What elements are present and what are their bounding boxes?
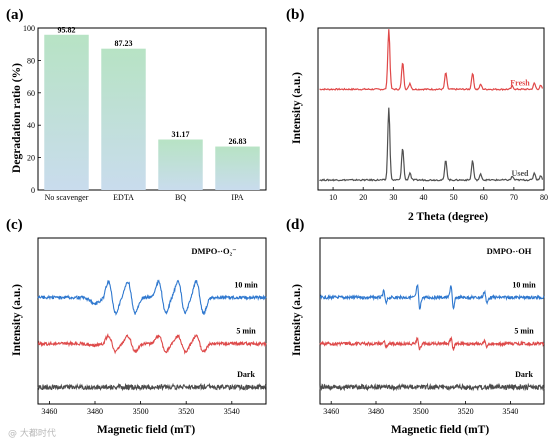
panel-b-xtick-label: 40 [419,193,427,202]
epr-series-10-min [319,283,545,311]
panel-a-category-label: IPA [231,193,243,202]
panel-b-xlabel: 2 Theta (degree) [408,211,488,223]
panel-b-xtick-label: 30 [389,193,397,202]
epr-series-label: 10 min [234,280,258,289]
panel-b-series-label: Used [512,169,529,178]
panel-d-plot-frame [319,237,545,405]
panel-b-xrd-chart: 10 20 30 40 50 60 70 80 Fresh Used [317,27,548,202]
panel-b-xtick-label: 60 [480,193,488,202]
panel-d-epr-chart: 3460 3480 3500 3520 3540 10 min 5 min Dark [319,237,545,416]
panel-a-ytick-label: 60 [27,89,35,98]
panel-d-xlabel: Magnetic field (mT) [391,424,490,436]
panel-b-xtick-label: 80 [540,193,548,202]
panel-b-series-used [319,107,544,182]
panel-b-label: (b) [286,7,304,23]
epr-xtick-label: 3520 [178,407,194,416]
epr-series-dark [319,382,545,392]
epr-series-5-min [319,335,545,351]
epr-xtick-label: 3460 [41,407,57,416]
panel-a-bar [215,146,260,190]
panel-a-ytick-label: 100 [23,24,35,33]
panel-a-ylabel: Degradation ratio (%) [11,63,23,173]
panel-a-bar-value-label: 31.17 [172,130,190,139]
panel-c-label: (c) [6,217,23,233]
panel-d-label: (d) [286,217,304,233]
panel-a-category-label: EDTA [113,193,134,202]
epr-xtick-label: 3500 [133,407,149,416]
epr-xtick-label: 3520 [458,407,474,416]
panel-a-ytick-label: 20 [27,154,35,163]
panel-a-bar-value-label: 95.82 [58,25,76,34]
epr-series-dark [37,382,267,392]
epr-xtick-label: 3500 [413,407,429,416]
panel-b-xtick-label: 70 [510,193,518,202]
panel-a-bar [44,34,89,190]
panel-a-bar [158,139,203,190]
epr-series-label: 5 min [514,327,534,336]
epr-series-10-min [37,279,267,316]
panel-a-ytick-label: 0 [31,186,35,195]
epr-xtick-label: 3540 [502,407,518,416]
panel-a-bar-value-label: 26.83 [229,137,247,146]
panel-b-series-label: Fresh [510,78,530,87]
epr-series-label: Dark [515,370,533,379]
panel-a-category-label: No scavenger [45,193,89,202]
epr-series-label: 10 min [512,280,536,289]
panel-b-series-fresh [319,29,544,91]
panel-b-plot-frame [317,27,545,191]
watermark-text: @ 大都时代 [8,427,56,439]
panel-d-ylabel: Intensity (a.u.) [291,284,303,356]
panel-a-ytick-label: 40 [27,121,35,130]
panel-a-bar-chart: 0 20 40 60 80 100 95.82 No scavenger 87.23 EDTA 31… [23,24,267,202]
panel-c-annotation: DMPO-·O₂⁻ [191,246,236,256]
panel-c-epr-chart: 3460 3480 3500 3520 3540 10 min 5 min Dark [37,237,267,416]
panel-a-bar-value-label: 87.23 [115,39,133,48]
epr-series-5-min [37,333,267,355]
panel-b-ylabel: Intensity (a.u.) [291,72,303,144]
panel-a-label: (a) [6,7,24,23]
epr-xtick-label: 3480 [368,407,384,416]
panel-d-annotation: DMPO-·OH [487,246,532,256]
panel-c-xlabel: Magnetic field (mT) [97,424,196,436]
panel-a-category-label: BQ [175,193,186,202]
epr-xtick-label: 3460 [323,407,339,416]
epr-xtick-label: 3540 [224,407,240,416]
epr-series-label: Dark [237,370,255,379]
panel-b-xtick-label: 20 [359,193,367,202]
panel-b-xtick-label: 10 [329,193,337,202]
panel-a-plot-frame [37,27,267,191]
epr-xtick-label: 3480 [87,407,103,416]
panel-a-ytick-label: 80 [27,56,35,65]
panel-a-bar [101,48,146,190]
panel-c-plot-frame [37,237,267,405]
panel-b-xtick-label: 50 [450,193,458,202]
epr-series-label: 5 min [236,327,256,336]
panel-c-ylabel: Intensity (a.u.) [11,284,23,356]
